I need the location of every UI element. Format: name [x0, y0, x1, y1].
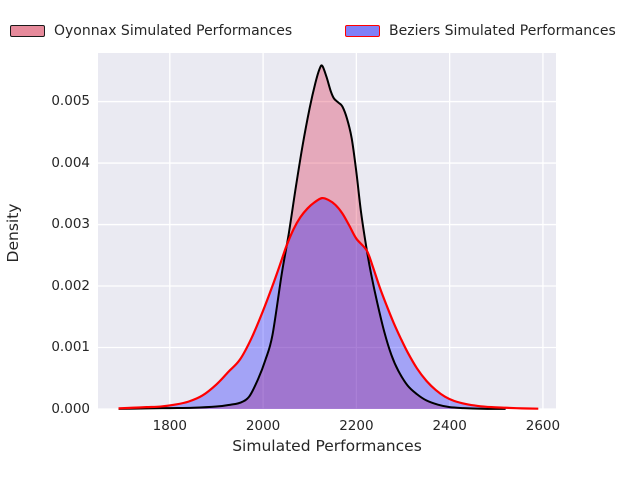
x-tick-label: 2000	[245, 418, 281, 434]
x-tick-label: 1800	[152, 418, 187, 434]
legend-patch-beziers	[345, 25, 380, 37]
density-fill-1	[118, 198, 539, 409]
legend-patch-oyonnax	[10, 25, 45, 37]
y-tick-label: 0.004	[51, 154, 90, 171]
y-tick-label: 0.005	[51, 93, 90, 110]
legend-item-beziers: Beziers Simulated Performances	[345, 22, 616, 40]
legend-item-oyonnax: Oyonnax Simulated Performances	[10, 22, 292, 40]
legend-label-beziers: Beziers Simulated Performances	[389, 23, 616, 39]
y-axis-label: Density	[4, 203, 22, 263]
x-axis-label: Simulated Performances	[232, 437, 422, 455]
y-tick-label: 0.000	[51, 400, 90, 417]
legend: Oyonnax Simulated Performances Beziers S…	[0, 22, 640, 42]
density-line-0	[118, 64, 506, 410]
x-tick-label: 2400	[432, 418, 467, 434]
x-tick-label: 2600	[525, 418, 561, 434]
y-tick-label: 0.003	[51, 216, 90, 233]
x-tick-label: 2200	[339, 418, 374, 434]
y-tick-label: 0.001	[51, 339, 90, 355]
legend-label-oyonnax: Oyonnax Simulated Performances	[54, 23, 293, 39]
plot-background	[98, 53, 556, 409]
density-line-1	[118, 196, 539, 410]
density-fill-0	[118, 65, 506, 409]
gridlines	[98, 53, 556, 410]
y-tick-label: 0.002	[51, 277, 90, 294]
